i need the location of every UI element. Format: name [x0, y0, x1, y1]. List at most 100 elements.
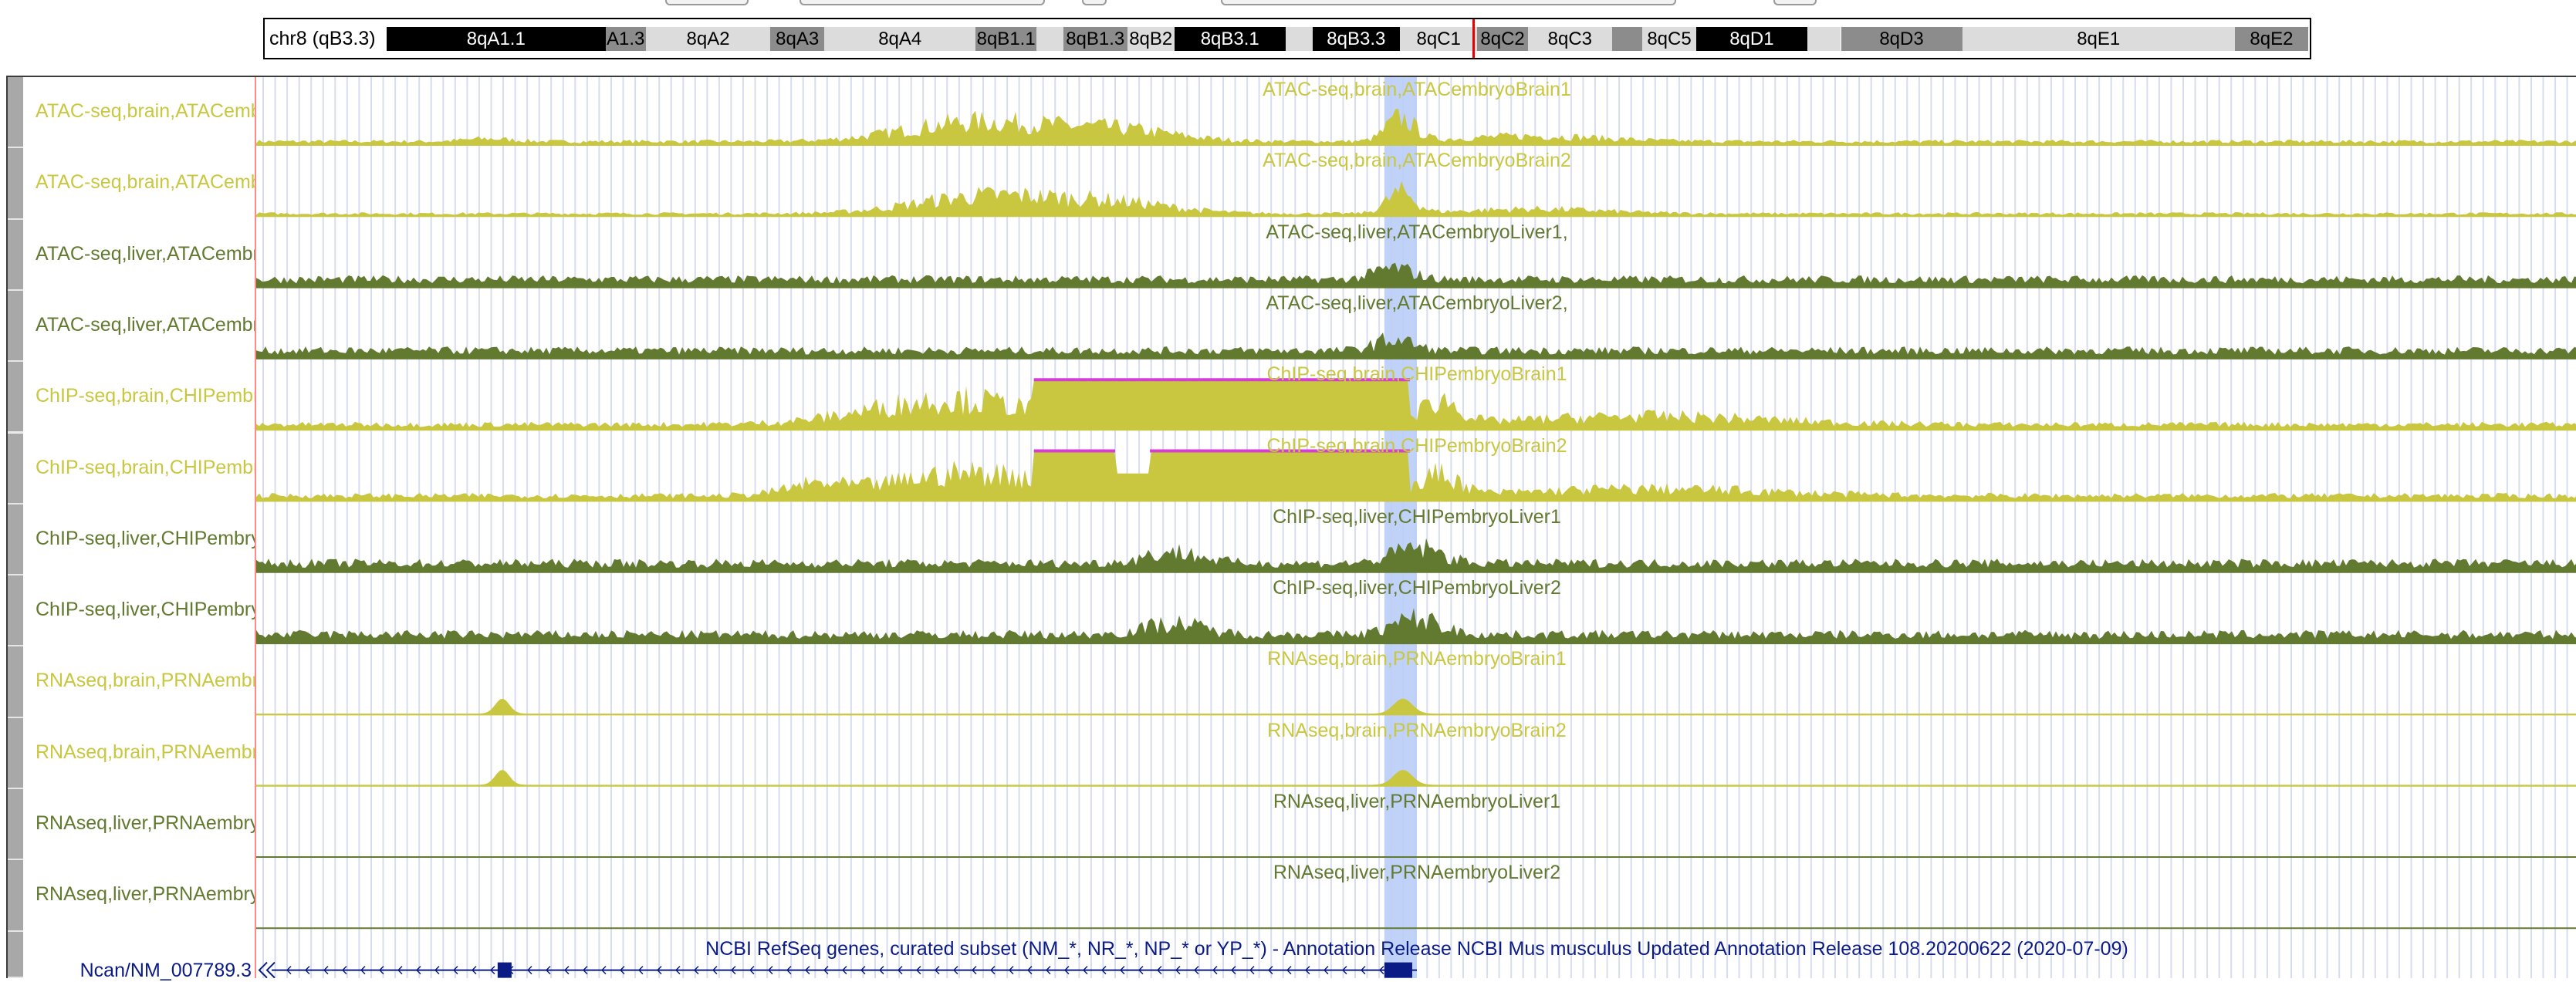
track-side-button-0[interactable]: [8, 77, 23, 149]
ideogram-band-13[interactable]: 8qC2: [1477, 27, 1528, 51]
track-label-0[interactable]: ATAC-seq,brain,ATACembryoBrain1: [35, 100, 255, 122]
signal-0: [256, 109, 2576, 145]
track-label-1[interactable]: ATAC-seq,brain,ATACembryoBrain2: [35, 171, 255, 194]
top-control-3[interactable]: [1082, 0, 1107, 5]
track-side-button-4[interactable]: [8, 362, 23, 434]
ideogram-band-1[interactable]: A1.3: [605, 27, 646, 51]
track-panel[interactable]: ATAC-seq,brain,ATACembryoBrain1 ATAC-seq,…: [6, 76, 2576, 981]
track-label-8[interactable]: RNAseq,brain,PRNAembryoBrain1: [35, 670, 255, 692]
refseq-side-button[interactable]: [8, 931, 23, 978]
track-side-button-3[interactable]: [8, 290, 23, 363]
strand-arrow: [860, 966, 866, 975]
top-control-4[interactable]: [1221, 0, 1676, 5]
track-label-2[interactable]: ATAC-seq,liver,ATACembryoLiver1,: [35, 242, 255, 265]
ideogram-band-4[interactable]: 8qA4: [824, 27, 976, 51]
track-side-button-1[interactable]: [8, 148, 23, 220]
track-title-8: RNAseq,brain,PRNAembryoBrain1: [1267, 648, 1567, 670]
strand-arrow: [1323, 966, 1329, 975]
signal-8: [256, 698, 2576, 715]
track-data-area[interactable]: [256, 77, 2576, 978]
track-side-button-6[interactable]: [8, 504, 23, 576]
strand-arrow: [489, 966, 495, 975]
track-label-4[interactable]: ChIP-seq,brain,CHIPembryoBrain1: [35, 385, 255, 407]
track-side-button-7[interactable]: [8, 575, 23, 647]
strand-arrow: [1100, 966, 1107, 975]
track-label-3[interactable]: ATAC-seq,liver,ATACembryoLiver2,: [35, 313, 255, 336]
ideogram-band-20[interactable]: 8qE1: [1962, 27, 2235, 51]
strand-arrow: [971, 966, 977, 975]
strand-arrow: [360, 966, 366, 975]
track-title-3: ATAC-seq,liver,ATACembryoLiver2,: [1266, 292, 1568, 314]
ideogram-band-0[interactable]: 8qA1.1: [387, 27, 606, 51]
strand-arrow: [841, 966, 847, 975]
track-label-9[interactable]: RNAseq,brain,PRNAembryoBrain2: [35, 741, 255, 763]
strand-arrow: [934, 966, 940, 975]
track-title-6: ChIP-seq,liver,CHIPembryoLiver1: [1273, 505, 1561, 528]
top-control-2[interactable]: [800, 0, 1045, 5]
ideogram-band-8[interactable]: 8qB2: [1127, 27, 1175, 51]
top-control-1[interactable]: [665, 0, 749, 5]
strand-arrow: [730, 966, 736, 975]
strand-arrow: [1360, 966, 1366, 975]
top-control-5[interactable]: [1773, 0, 1817, 5]
track-label-10[interactable]: RNAseq,liver,PRNAembryoLiver1: [35, 812, 255, 834]
track-side-button-5[interactable]: [8, 433, 23, 504]
track-label-11[interactable]: RNAseq,liver,PRNAembryoLiver2: [35, 883, 255, 906]
ideogram-label: chr8 (qB3.3): [269, 28, 376, 49]
strand-arrow: [378, 966, 384, 975]
signal-5: [256, 451, 2576, 501]
ideogram-band-2[interactable]: 8qA2: [645, 27, 771, 51]
strand-arrow: [1193, 966, 1199, 975]
track-side-button-2[interactable]: [8, 219, 23, 291]
ideogram-band-6[interactable]: [1036, 27, 1063, 51]
track-label-6[interactable]: ChIP-seq,liver,CHIPembryoLiver1: [35, 527, 255, 549]
track-label-7[interactable]: ChIP-seq,liver,CHIPembryoLiver2: [35, 599, 255, 621]
ideogram-band-12[interactable]: 8qC1: [1400, 27, 1478, 51]
strand-arrow: [415, 966, 421, 975]
track-title-5: ChIP-seq,brain,CHIPembryoBrain2: [1266, 434, 1567, 457]
strand-arrow: [804, 966, 810, 975]
strand-arrow: [1082, 966, 1088, 975]
ideogram-band-11[interactable]: 8qB3.3: [1312, 27, 1401, 51]
ideogram-band-19[interactable]: 8qD3: [1841, 27, 1962, 51]
track-labels[interactable]: ATAC-seq,brain,ATACembryoBrain1 ATAC-seq,…: [23, 77, 255, 978]
ideogram-band-3[interactable]: 8qA3: [770, 27, 825, 51]
track-title-7: ChIP-seq,liver,CHIPembryoLiver2: [1273, 577, 1561, 599]
ideogram-band-9[interactable]: 8qB3.1: [1174, 27, 1286, 51]
strand-arrow: [619, 966, 625, 975]
chromosome-ideogram[interactable]: chr8 (qB3.3) 8qA1.1 A1.3 8qA2 8qA3 8qA4 8qB1.…: [263, 18, 2311, 59]
strand-arrow: [582, 966, 588, 975]
track-title-10: RNAseq,liver,PRNAembryoLiver1: [1273, 791, 1561, 812]
strand-arrow: [674, 966, 681, 975]
ideogram-band-14[interactable]: 8qC3: [1527, 27, 1612, 51]
refseq-track-title: NCBI RefSeq genes, curated subset (NM_*,…: [705, 937, 2128, 960]
strand-arrow: [1119, 966, 1125, 975]
track-side-button-10[interactable]: [8, 789, 23, 861]
ideogram-band-7[interactable]: 8qB1.3: [1063, 27, 1127, 51]
ideogram-band-18[interactable]: [1807, 27, 1841, 51]
strand-arrow: [1286, 966, 1292, 975]
strand-arrow: [1175, 966, 1181, 975]
strand-arrow: [656, 966, 662, 975]
gene-label[interactable]: Ncan/NM_007789.3: [79, 959, 252, 981]
track-title-11: RNAseq,liver,PRNAembryoLiver2: [1273, 862, 1561, 884]
strand-arrow: [1304, 966, 1310, 975]
ideogram-band-10[interactable]: [1285, 27, 1313, 51]
strand-arrow: [1378, 966, 1384, 975]
ideogram-band-16[interactable]: 8qC5: [1642, 27, 1696, 51]
strand-arrow: [1212, 966, 1218, 975]
ideogram-bands[interactable]: 8qA1.1 A1.3 8qA2 8qA3 8qA4 8qB1.1 8qB1.3 8qB2 8q…: [387, 27, 2308, 51]
track-label-5[interactable]: ChIP-seq,brain,CHIPembryoBrain2: [35, 456, 255, 478]
ideogram-band-15[interactable]: [1611, 27, 1643, 51]
track-side-buttons[interactable]: [8, 77, 23, 978]
ideogram-band-17[interactable]: 8qD1: [1695, 27, 1807, 51]
track-side-button-8[interactable]: [8, 646, 23, 718]
track-side-button-11[interactable]: [8, 860, 23, 932]
strand-arrow: [1156, 966, 1162, 975]
signal-3: [256, 332, 2576, 359]
ideogram-band-5[interactable]: 8qB1.1: [975, 27, 1036, 51]
strand-arrow: [897, 966, 903, 975]
ideogram-band-21[interactable]: 8qE2: [2234, 27, 2308, 51]
strand-arrow: [786, 966, 792, 975]
track-side-button-9[interactable]: [8, 717, 23, 789]
